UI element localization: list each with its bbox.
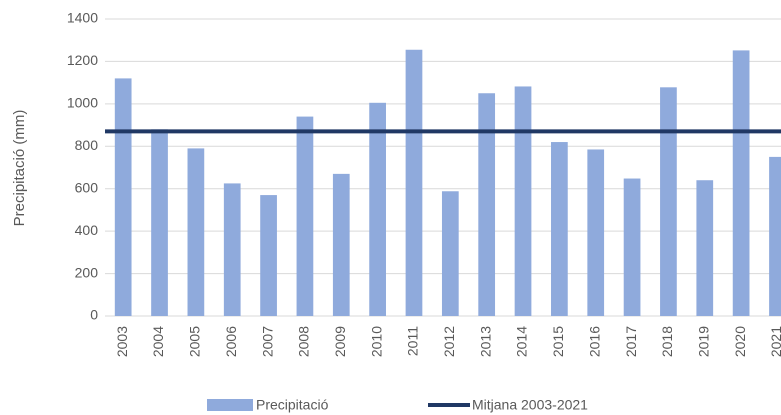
bar — [769, 156, 781, 316]
y-tick-label: 800 — [75, 137, 99, 153]
bar — [660, 87, 677, 316]
x-tick-label: 2010 — [368, 326, 384, 357]
legend-label: Mitjana 2003-2021 — [472, 397, 588, 413]
bar — [551, 142, 568, 316]
x-tick-label: 2011 — [405, 326, 421, 356]
bar — [369, 102, 386, 317]
y-tick-label: 200 — [75, 264, 99, 280]
y-tick-label: 1200 — [67, 52, 98, 68]
bar — [296, 116, 314, 316]
bar — [623, 178, 641, 316]
x-tick-label: 2007 — [259, 326, 275, 357]
bar — [114, 78, 132, 317]
bar — [151, 129, 168, 316]
y-tick-label: 400 — [75, 222, 99, 238]
x-tick-label: 2009 — [332, 326, 348, 357]
bar — [405, 49, 423, 317]
y-tick-label: 600 — [75, 179, 99, 195]
legend-swatch — [207, 399, 253, 411]
bar — [332, 173, 350, 316]
x-tick-label: 2013 — [477, 326, 493, 357]
x-tick-label: 2005 — [187, 326, 203, 357]
x-tick-label: 2016 — [586, 326, 602, 357]
y-tick-label: 0 — [90, 307, 98, 323]
bar — [223, 183, 241, 316]
x-tick-label: 2008 — [296, 326, 312, 357]
bar — [478, 93, 496, 316]
y-axis-label: Precipitació (mm) — [11, 110, 28, 227]
x-tick-label: 2014 — [514, 326, 530, 357]
x-tick-label: 2012 — [441, 326, 457, 357]
bar — [187, 148, 205, 316]
x-tick-label: 2019 — [695, 326, 711, 357]
x-tick-label: 2003 — [114, 326, 130, 357]
bar — [696, 180, 714, 316]
x-tick-label: 2020 — [732, 326, 748, 357]
x-tick-label: 2018 — [659, 326, 675, 357]
bar — [441, 191, 459, 316]
bar — [514, 86, 532, 316]
x-tick-label: 2021 — [768, 326, 781, 357]
x-tick-label: 2004 — [150, 326, 166, 357]
x-tick-label: 2017 — [623, 326, 639, 357]
legend-label: Precipitació — [256, 397, 329, 413]
y-tick-label: 1400 — [67, 10, 98, 26]
x-tick-label: 2006 — [223, 326, 239, 357]
x-tick-label: 2015 — [550, 326, 566, 357]
y-tick-label: 1000 — [67, 95, 98, 111]
bar — [587, 149, 605, 316]
bar — [260, 195, 277, 316]
bar — [732, 50, 750, 316]
